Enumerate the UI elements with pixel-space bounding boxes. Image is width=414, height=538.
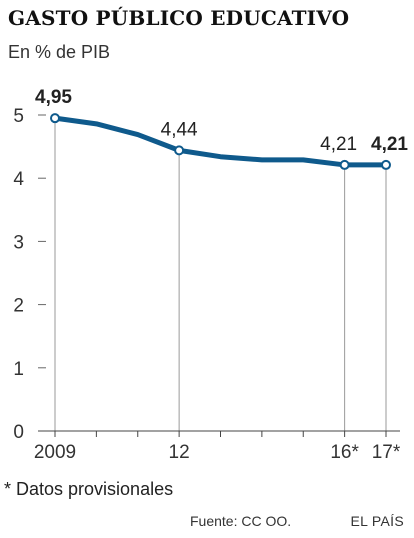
- data-label: 4,21: [320, 134, 357, 155]
- data-point: [381, 159, 391, 170]
- data-label: 4,21: [371, 134, 408, 155]
- footnote: * Datos provisionales: [4, 479, 174, 499]
- data-label: 4,44: [161, 119, 198, 140]
- chart-title: GASTO PÚBLICO EDUCATIVO: [8, 6, 350, 30]
- data-point: [174, 145, 185, 156]
- data-point: [339, 159, 350, 170]
- source-note: Fuente: CC OO.: [190, 513, 292, 529]
- y-tick-label: 2: [13, 296, 24, 317]
- chart-subtitle: En % de PIB: [8, 42, 111, 62]
- series-line: [52, 115, 389, 168]
- x-tick-label: 16*: [330, 442, 359, 463]
- data-label: 4,95: [35, 87, 72, 108]
- y-tick-label: 3: [13, 232, 24, 253]
- data-point: [50, 113, 60, 124]
- brand-logo: EL PAÍS: [350, 513, 404, 529]
- x-tick-label: 2009: [34, 442, 76, 463]
- y-tick-label: 1: [13, 359, 24, 380]
- y-tick-label: 4: [13, 169, 24, 190]
- y-tick-label: 5: [13, 106, 24, 127]
- y-tick-label: 0: [13, 422, 24, 443]
- x-tick-label: 17*: [372, 442, 401, 463]
- x-tick-label: 12: [169, 442, 190, 463]
